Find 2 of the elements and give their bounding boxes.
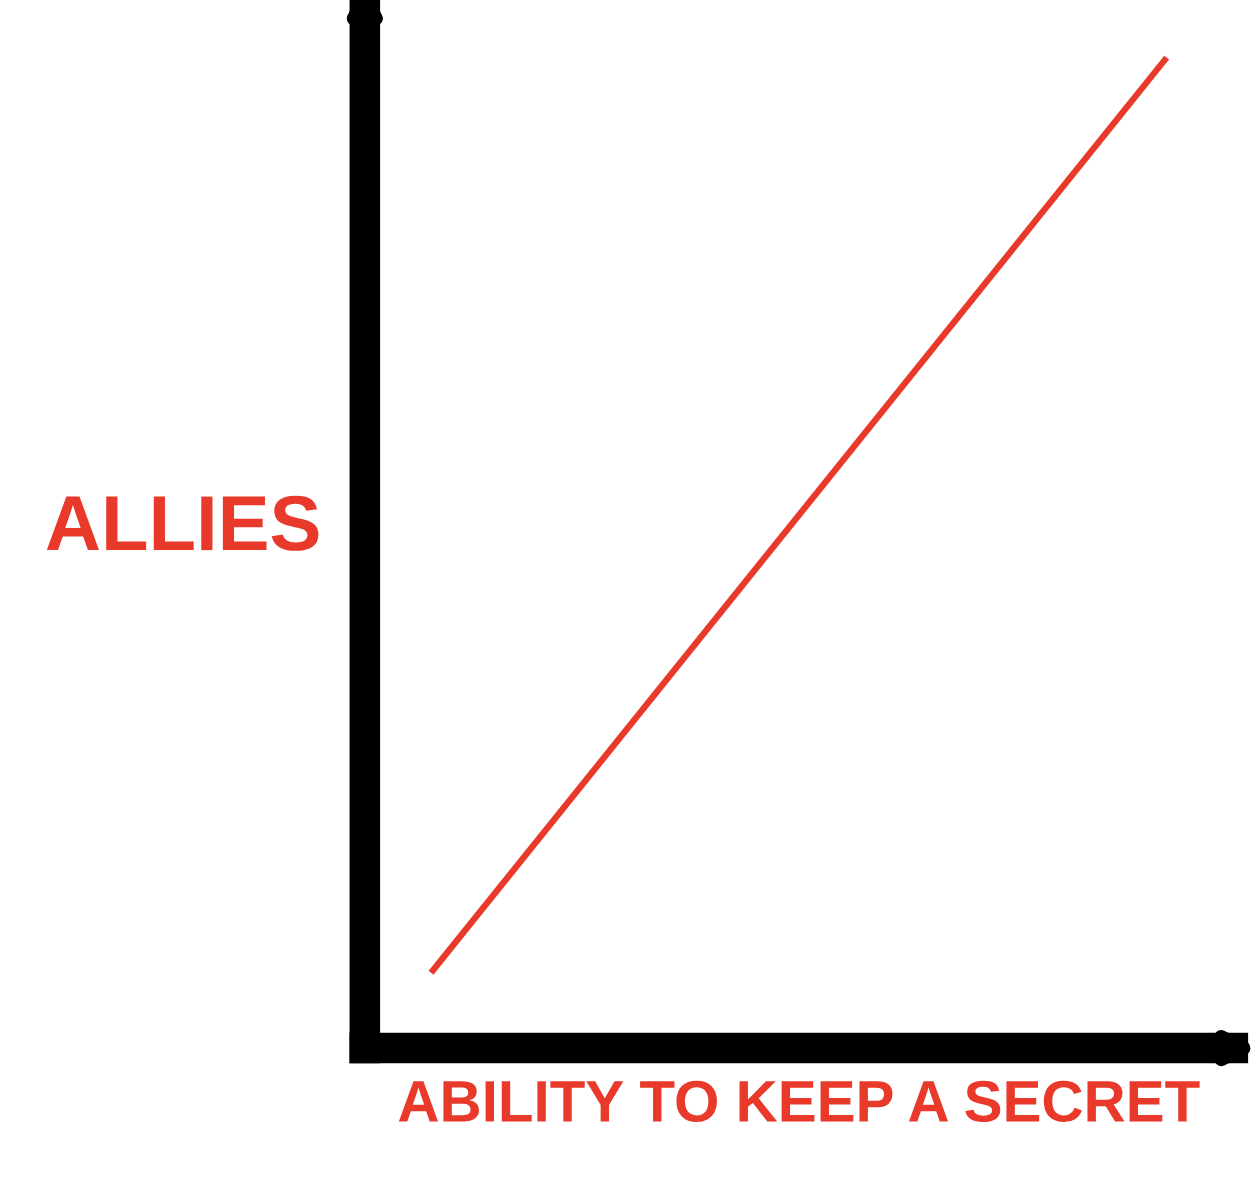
x-axis-title: ABILITY TO KEEP A SECRET [398,1080,1200,1123]
y-axis-title: ALLIES [46,495,319,551]
